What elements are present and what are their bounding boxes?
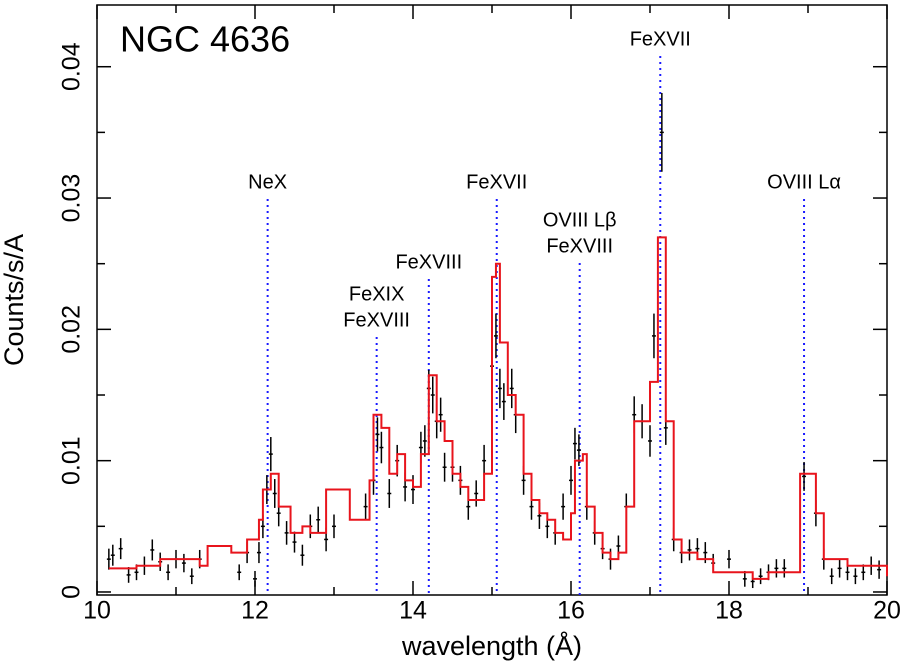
y-tick-label: 0.01 (58, 436, 86, 485)
line-label: FeXVIII (546, 235, 613, 257)
y-tick-label: 0.04 (58, 42, 86, 91)
y-tick-label: 0 (58, 585, 86, 599)
model-line (108, 236, 888, 580)
line-label: FeXVII (630, 28, 691, 50)
y-axis-label: Counts/s/A (0, 234, 29, 366)
x-tick-label: 14 (399, 597, 427, 625)
y-tick-label: 0.02 (58, 305, 86, 354)
line-label: OVIII Lβ (543, 209, 617, 231)
x-tick-label: 18 (715, 597, 743, 625)
x-axis-label: wavelength (Å) (401, 630, 582, 661)
line-label: FeXIX (349, 283, 405, 305)
x-tick-label: 12 (241, 597, 269, 625)
x-tick-label: 10 (83, 597, 111, 625)
line-label: FeXVIII (395, 251, 462, 273)
x-tick-label: 16 (557, 597, 585, 625)
line-label: NeX (248, 171, 287, 193)
line-label: OVIII Lα (767, 171, 841, 193)
line-label: FeXVII (466, 171, 527, 193)
chart-title: NGC 4636 (120, 19, 290, 60)
x-tick-label: 20 (873, 597, 901, 625)
line-label: FeXVIII (343, 309, 410, 331)
y-tick-label: 0.03 (58, 174, 86, 223)
